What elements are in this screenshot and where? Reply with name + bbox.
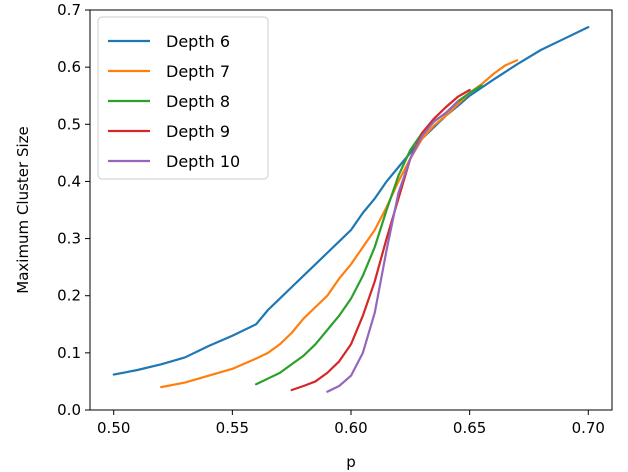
legend-label-4: Depth 9 (166, 122, 230, 141)
series-line-5 (326, 100, 459, 393)
y-tick-label: 0.3 (57, 230, 81, 248)
series-line-4 (290, 88, 471, 392)
y-tick-label: 0.5 (57, 115, 81, 133)
y-tick-label: 0.7 (57, 1, 81, 19)
ticks-layer: 0.50 0.55 0.60 0.65 0.70 0.0 0.1 0.2 0.3 0.4 0.5 0.… (57, 1, 605, 437)
y-axis-label: Maximum Cluster Size (14, 126, 32, 293)
series-layer (112, 26, 590, 393)
series-line-1 (112, 26, 590, 376)
x-tick-label: 0.55 (216, 419, 249, 437)
y-tick-label: 0.2 (57, 287, 81, 305)
legend-label-3: Depth 8 (166, 92, 230, 111)
legend: Depth 6 Depth 7 Depth 8 Depth 9 Depth 10 (97, 16, 269, 180)
legend-label-1: Depth 6 (166, 32, 230, 51)
y-tick-label: 0.4 (57, 172, 81, 190)
y-tick-label: 0.6 (57, 58, 81, 76)
x-axis-label: p (346, 453, 356, 471)
y-tick-label: 0.1 (57, 344, 81, 362)
x-tick-label: 0.60 (334, 419, 367, 437)
legend-label-5: Depth 10 (166, 152, 240, 171)
legend-box (97, 16, 269, 180)
x-tick-label: 0.65 (453, 419, 486, 437)
x-tick-label: 0.70 (572, 419, 605, 437)
y-tick-label: 0.0 (57, 401, 81, 419)
legend-label-2: Depth 7 (166, 62, 230, 81)
x-tick-label: 0.50 (97, 419, 130, 437)
